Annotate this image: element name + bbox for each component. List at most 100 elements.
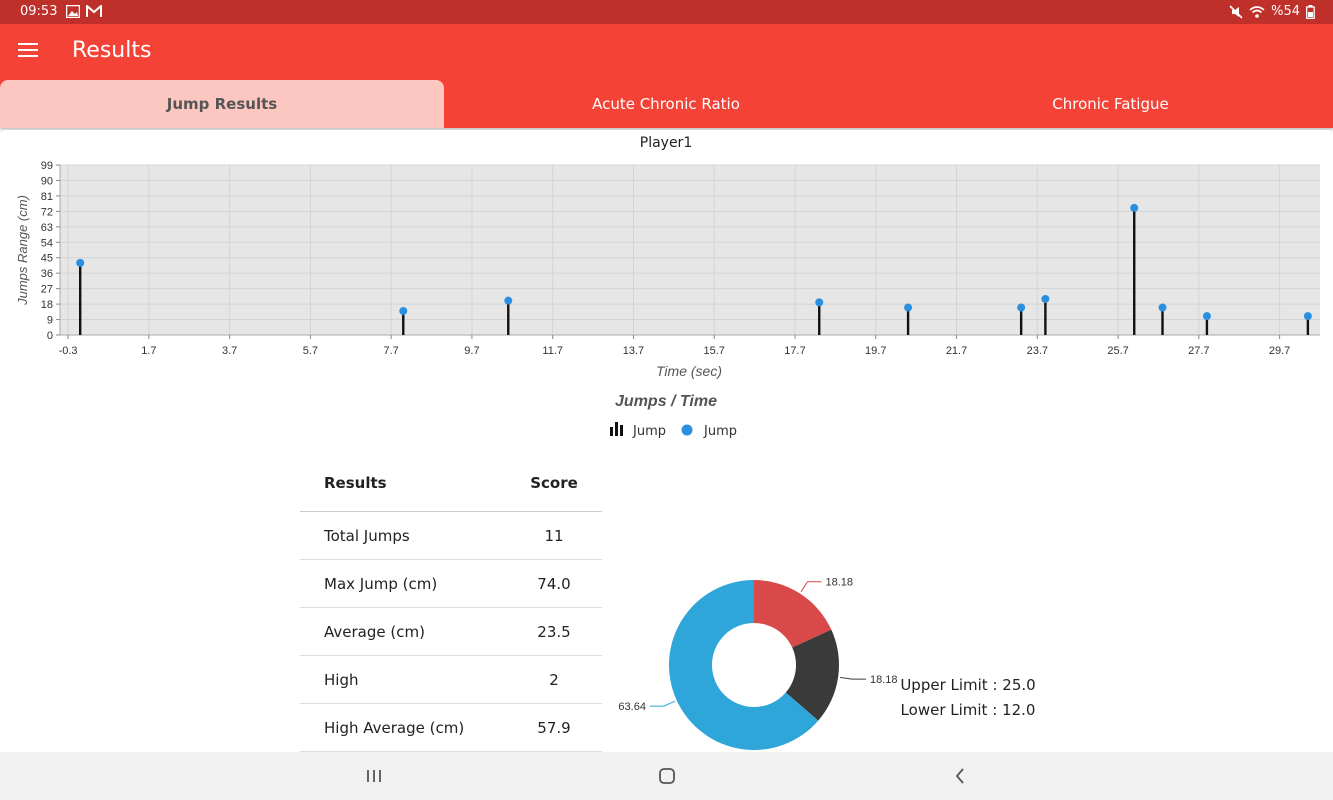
donut-label-line bbox=[800, 581, 822, 593]
jump-point bbox=[1041, 294, 1050, 303]
x-tick-label: 25.7 bbox=[1107, 345, 1128, 357]
y-tick-label: 36 bbox=[41, 268, 53, 280]
jump-point bbox=[1017, 303, 1026, 312]
chart-subtitle: Jumps / Time bbox=[615, 393, 717, 410]
donut-slice bbox=[754, 580, 832, 648]
legend-label-points: Jump bbox=[703, 424, 737, 439]
x-tick-label: 7.7 bbox=[384, 345, 399, 357]
row-value: 11 bbox=[544, 527, 564, 545]
wifi-icon bbox=[1249, 5, 1265, 18]
tab-jump-results[interactable]: Jump Results bbox=[0, 80, 444, 128]
jump-bar bbox=[818, 302, 821, 335]
page-title: Results bbox=[72, 38, 152, 63]
row-label: Total Jumps bbox=[324, 527, 410, 545]
home-icon[interactable] bbox=[655, 764, 679, 788]
jump-bar bbox=[1306, 316, 1310, 335]
legend: Jump Jump bbox=[610, 422, 737, 439]
battery-icon bbox=[1306, 4, 1315, 19]
gmail-icon bbox=[86, 5, 102, 17]
row-value: 57.9 bbox=[537, 719, 571, 737]
jump-bar bbox=[1019, 307, 1023, 335]
tab-bar: Jump Results Acute Chronic Ratio Chronic… bbox=[0, 80, 1333, 128]
donut-label-line bbox=[649, 700, 676, 707]
bars bbox=[78, 207, 1310, 335]
menu-icon[interactable] bbox=[18, 43, 38, 59]
jump-bar bbox=[507, 300, 510, 335]
x-tick-label: 21.7 bbox=[946, 345, 967, 357]
recents-icon[interactable] bbox=[362, 764, 386, 788]
jump-bar bbox=[78, 262, 82, 335]
status-time: 09:53 bbox=[20, 4, 58, 19]
table-header: Results Score bbox=[300, 460, 602, 512]
table-row: High Average (cm) 57.9 bbox=[300, 704, 602, 752]
tab-chronic-fatigue[interactable]: Chronic Fatigue bbox=[1052, 95, 1169, 113]
y-tick-label: 9 bbox=[47, 315, 53, 327]
donut-label: 18.18 bbox=[870, 674, 898, 686]
lower-limit: Lower Limit : 12.0 bbox=[900, 701, 1036, 719]
jump-point bbox=[76, 258, 85, 267]
y-tick-label: 63 bbox=[41, 222, 53, 234]
jump-point bbox=[1130, 203, 1139, 212]
jump-point bbox=[399, 306, 408, 315]
donut-label: 18.18 bbox=[826, 577, 854, 589]
tab-acute-chronic-ratio[interactable]: Acute Chronic Ratio bbox=[592, 95, 740, 113]
x-tick-label: 15.7 bbox=[704, 345, 725, 357]
donut-slices bbox=[669, 580, 839, 750]
row-value: 2 bbox=[549, 671, 559, 689]
jump-bar bbox=[402, 310, 405, 335]
x-tick-label: 3.7 bbox=[222, 345, 237, 357]
row-value: 74.0 bbox=[537, 575, 571, 593]
x-tick-label: 17.7 bbox=[784, 345, 805, 357]
y-tick-label: 27 bbox=[41, 284, 53, 296]
limits: Upper Limit : 25.0 Lower Limit : 12.0 bbox=[898, 676, 1038, 726]
legend-point-icon bbox=[681, 424, 693, 436]
y-tick-label: 99 bbox=[41, 160, 53, 172]
table-row: Average (cm) 23.5 bbox=[300, 608, 602, 656]
y-tick-labels: 0 9 18 27 36 45 54 63 72 81 90 99 bbox=[41, 160, 60, 342]
header-results: Results bbox=[324, 474, 387, 492]
x-tick-label: 11.7 bbox=[542, 345, 563, 357]
donut-labels: 18.18 18.18 63.64 bbox=[618, 577, 897, 713]
row-label: Max Jump (cm) bbox=[324, 575, 438, 593]
table-row: Total Jumps 11 bbox=[300, 512, 602, 560]
jump-point bbox=[1202, 312, 1211, 321]
jump-point bbox=[504, 296, 513, 305]
jump-bar bbox=[1133, 207, 1136, 335]
jump-point bbox=[1303, 312, 1312, 321]
donut-slice bbox=[785, 629, 839, 721]
y-tick-label: 54 bbox=[41, 237, 53, 249]
back-icon[interactable] bbox=[948, 764, 972, 788]
jump-point bbox=[904, 303, 913, 312]
jump-bar bbox=[1205, 316, 1209, 335]
jump-point bbox=[1158, 303, 1167, 312]
y-tick-label: 81 bbox=[41, 191, 53, 203]
y-tick-label: 45 bbox=[41, 253, 53, 265]
x-tick-label: -0.3 bbox=[59, 345, 78, 357]
donut-slice bbox=[669, 580, 819, 750]
y-tick-label: 90 bbox=[41, 175, 53, 187]
content-area: Player1 0 9 18 27 36 45 54 63 72 81 90 99 -0.3 1.7 3.… bbox=[3, 130, 1330, 752]
x-tick-label: 19.7 bbox=[865, 345, 886, 357]
image-icon bbox=[66, 5, 80, 18]
mute-icon bbox=[1229, 4, 1243, 19]
status-right: %54 bbox=[1229, 4, 1315, 19]
x-tick-label: 5.7 bbox=[303, 345, 318, 357]
upper-limit: Upper Limit : 25.0 bbox=[900, 676, 1036, 694]
x-tick-label: 9.7 bbox=[464, 345, 479, 357]
x-tick-label: 13.7 bbox=[623, 345, 644, 357]
x-tick-labels: -0.3 1.7 3.7 5.7 7.7 9.7 11.7 13.7 15.7 17.7 19.7 2… bbox=[59, 335, 1290, 357]
y-axis-label: Jumps Range (cm) bbox=[15, 195, 30, 306]
jump-bar bbox=[1044, 298, 1047, 335]
chart-title: Player1 bbox=[640, 135, 692, 151]
y-tick-label: 18 bbox=[41, 299, 53, 311]
y-tick-label: 0 bbox=[47, 330, 53, 342]
row-label: High Average (cm) bbox=[324, 719, 465, 737]
row-value: 23.5 bbox=[537, 623, 571, 641]
donut-chart: 18.18 18.18 63.64 bbox=[618, 577, 898, 750]
table-row: Max Jump (cm) 74.0 bbox=[300, 560, 602, 608]
jump-bar bbox=[906, 307, 910, 335]
grid-lines bbox=[60, 164, 1320, 336]
x-tick-label: 1.7 bbox=[141, 345, 156, 357]
table-row: High 2 bbox=[300, 656, 602, 704]
legend-label-bars: Jump bbox=[632, 424, 666, 439]
